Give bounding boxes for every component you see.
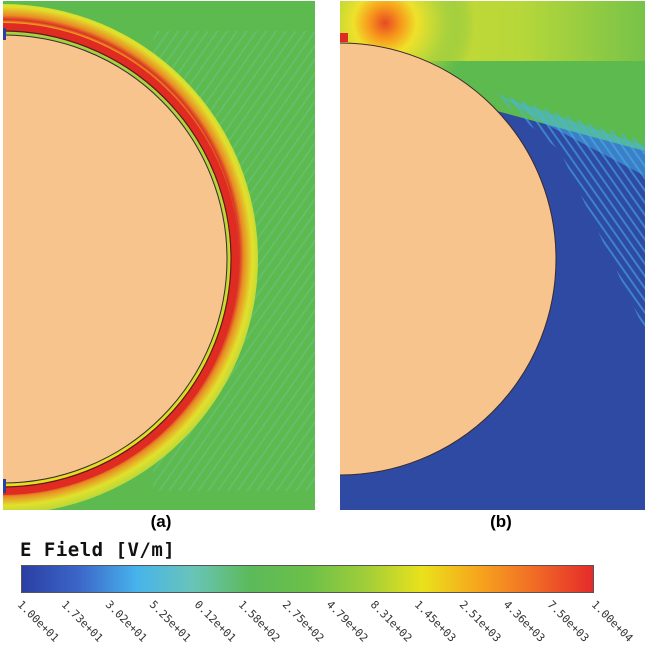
colorbar-tick-label: 4.36e+03 [500, 598, 548, 645]
colorbar-tick-label: 1.00e+04 [588, 598, 636, 645]
axis-marker-bottom [3, 479, 6, 493]
colorbar-tick-label: 5.25e+01 [147, 598, 194, 645]
sphere-body [340, 42, 557, 476]
sphere-body [3, 34, 228, 484]
colorbar-tick-label: 8.31e+02 [368, 598, 415, 645]
colorbar-tick-label: 2.75e+02 [279, 598, 327, 645]
hot-edge-marker [340, 33, 348, 42]
panel-label-b: (b) [490, 512, 512, 531]
ring-edge [3, 30, 232, 488]
axis-marker-top [3, 28, 6, 40]
colorbar-tick-label: 1.58e+02 [235, 598, 283, 645]
colorbar [21, 565, 594, 593]
transition-band [500, 96, 645, 176]
colorbar-tick-label: 1.73e+01 [58, 598, 106, 645]
colorbar-tick-label: 1.45e+03 [412, 598, 459, 645]
colorbar-tick-label: 0.12e+01 [191, 598, 239, 645]
colorbar-tick-label: 2.51e+03 [456, 598, 503, 645]
colorbar-tick-label: 7.50e+03 [544, 598, 592, 645]
panel-label-a: (a) [150, 512, 172, 531]
legend-title: E Field [V/m] [20, 539, 176, 561]
colorbar-tick-label: 4.79e+02 [323, 598, 371, 645]
colorbar-tick-labels: 1.00e+01 1.73e+01 3.02e+01 5.25e+01 0.12e+01… [0, 598, 646, 655]
colorbar-tick-label: 1.00e+01 [14, 598, 62, 645]
field-plot-a [3, 1, 315, 510]
field-plot-b [340, 1, 645, 510]
colorbar-tick-label: 3.02e+01 [103, 598, 150, 645]
high-field-ring [3, 23, 239, 495]
